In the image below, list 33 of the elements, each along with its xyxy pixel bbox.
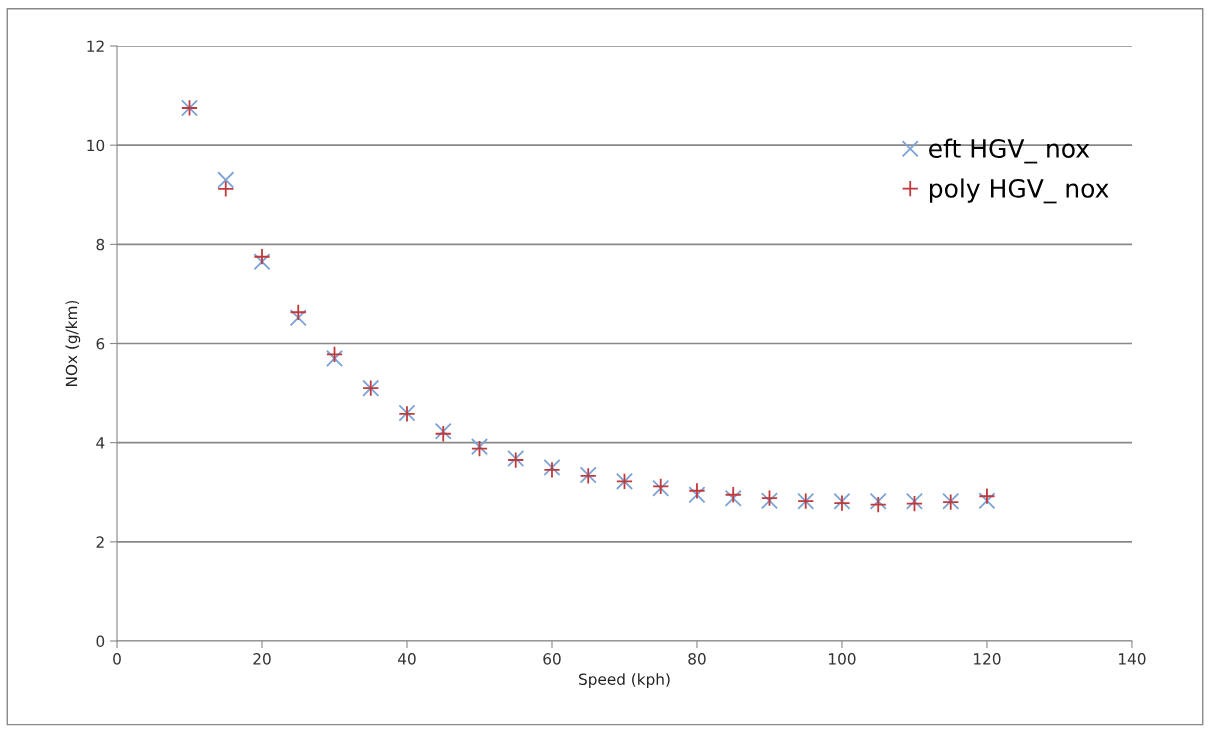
- x-tick-label: 60: [543, 653, 561, 665]
- legend-label: eft HGV_ nox: [929, 138, 1090, 164]
- y-tick-label: 12: [87, 40, 104, 52]
- x-tick-label: 0: [113, 653, 121, 665]
- point: [869, 492, 887, 510]
- y-tick-label: 10: [87, 139, 105, 152]
- point: [253, 248, 271, 266]
- y-tick-label: 4: [96, 437, 105, 449]
- point: [289, 309, 307, 327]
- x-axis-title: Speed (kph): [579, 673, 670, 688]
- point: [688, 486, 706, 504]
- y-tick-label: 0: [96, 635, 105, 648]
- point: [978, 492, 996, 510]
- y-tick-label: 6: [96, 337, 105, 350]
- point: [325, 345, 344, 363]
- x-tick-label: 20: [253, 653, 271, 665]
- point: [217, 180, 235, 198]
- point: [217, 171, 235, 189]
- point: [325, 349, 344, 367]
- point: [688, 482, 706, 500]
- point: [869, 496, 887, 514]
- point: [253, 253, 271, 271]
- x-tick-label: 140: [1119, 653, 1146, 665]
- y-tick-label: 2: [96, 536, 104, 548]
- x-tick-label: 120: [974, 653, 1001, 665]
- x-tick-label: 100: [829, 653, 856, 665]
- y-axis-title: NOx (g/km): [65, 300, 81, 386]
- x-tick-label: 80: [688, 653, 706, 665]
- y-tick-label: 8: [96, 238, 105, 251]
- legend-label: poly HGV_ nox: [929, 178, 1109, 204]
- x-tick-label: 40: [398, 653, 416, 665]
- point: [978, 487, 996, 505]
- point: [289, 303, 307, 321]
